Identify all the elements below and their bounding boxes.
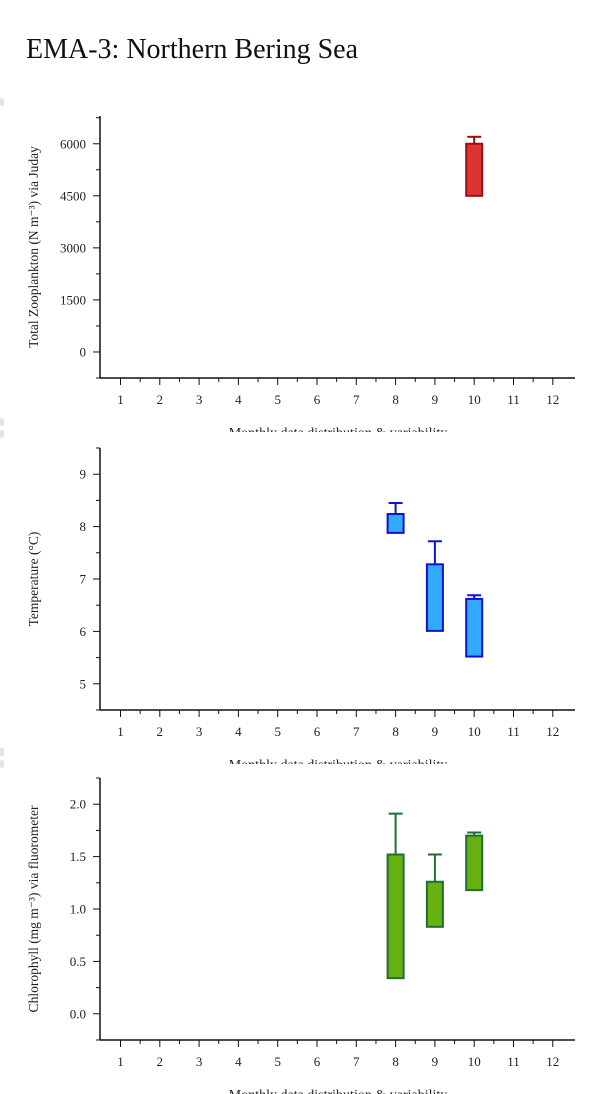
side-marker <box>0 418 4 426</box>
y-tick-label: 0 <box>80 344 87 359</box>
x-tick-label: 10 <box>468 1054 481 1069</box>
x-tick-label: 8 <box>392 1054 399 1069</box>
x-axis-title: Monthly data distribution & variability <box>229 1088 448 1094</box>
x-tick-label: 8 <box>392 392 399 407</box>
box-month-8 <box>386 853 405 980</box>
x-tick-label: 6 <box>314 392 321 407</box>
y-tick-label: 1.0 <box>70 902 86 917</box>
y-tick-label: 0.5 <box>70 954 86 969</box>
x-tick-label: 11 <box>507 724 520 739</box>
box-month-9 <box>425 563 444 632</box>
chlorophyll-chart: 0.00.51.01.52.0123456789101112Monthly da… <box>0 762 600 1094</box>
x-tick-label: 4 <box>235 1054 242 1069</box>
x-tick-label: 10 <box>468 724 481 739</box>
box-month-9 <box>425 880 444 928</box>
y-axis-title: Temperature (°C) <box>26 532 41 627</box>
x-tick-label: 12 <box>546 1054 559 1069</box>
x-tick-label: 1 <box>117 724 124 739</box>
y-axis-title: Total Zooplankton (N m⁻³) via Juday <box>26 146 41 348</box>
x-tick-label: 8 <box>392 724 399 739</box>
box-month-10 <box>465 597 484 658</box>
zooplankton-chart: 01500300045006000123456789101112Monthly … <box>0 100 600 432</box>
box-month-8 <box>386 513 405 534</box>
x-tick-label: 3 <box>196 392 203 407</box>
x-tick-label: 12 <box>546 392 559 407</box>
y-tick-label: 0.0 <box>70 1006 86 1021</box>
x-tick-label: 4 <box>235 724 242 739</box>
chart-svg: 01500300045006000123456789101112Monthly … <box>26 116 575 432</box>
y-tick-label: 6 <box>80 624 87 639</box>
side-marker <box>0 430 4 438</box>
side-marker <box>0 748 4 756</box>
x-tick-label: 11 <box>507 392 520 407</box>
x-tick-label: 7 <box>353 392 360 407</box>
x-tick-label: 10 <box>468 392 481 407</box>
x-tick-label: 4 <box>235 392 242 407</box>
chart-svg: 0.00.51.01.52.0123456789101112Monthly da… <box>26 777 575 1094</box>
temperature-chart: 56789123456789101112Monthly data distrib… <box>0 432 600 764</box>
x-tick-label: 5 <box>274 724 281 739</box>
y-tick-label: 2.0 <box>70 797 86 812</box>
x-tick-label: 9 <box>432 1054 439 1069</box>
x-tick-label: 6 <box>314 1054 321 1069</box>
box-month-10 <box>465 834 484 892</box>
side-marker <box>0 98 4 106</box>
x-tick-label: 12 <box>546 724 559 739</box>
x-tick-label: 5 <box>274 1054 281 1069</box>
y-axis-title: Chlorophyll (mg m⁻³) via fluorometer <box>26 805 41 1012</box>
y-tick-label: 7 <box>80 572 87 587</box>
x-tick-label: 6 <box>314 724 321 739</box>
x-tick-label: 9 <box>432 724 439 739</box>
page-title: EMA-3: Northern Bering Sea <box>26 34 359 65</box>
x-tick-label: 2 <box>157 724 164 739</box>
x-tick-label: 11 <box>507 1054 520 1069</box>
y-tick-label: 3000 <box>60 240 86 255</box>
y-tick-label: 8 <box>80 519 87 534</box>
x-tick-label: 2 <box>157 1054 164 1069</box>
x-tick-label: 3 <box>196 1054 203 1069</box>
x-axis-title: Monthly data distribution & variability <box>229 426 448 432</box>
x-axis-title: Monthly data distribution & variability <box>229 758 448 764</box>
x-tick-label: 3 <box>196 724 203 739</box>
x-tick-label: 1 <box>117 392 124 407</box>
x-tick-label: 1 <box>117 1054 124 1069</box>
x-tick-label: 9 <box>432 392 439 407</box>
x-tick-label: 7 <box>353 724 360 739</box>
x-tick-label: 2 <box>157 392 164 407</box>
box-month-10 <box>465 142 484 197</box>
y-tick-label: 1.5 <box>70 849 86 864</box>
chart-svg: 56789123456789101112Monthly data distrib… <box>26 447 575 764</box>
side-marker <box>0 760 4 768</box>
y-tick-label: 4500 <box>60 188 86 203</box>
y-tick-label: 6000 <box>60 136 86 151</box>
x-tick-label: 5 <box>274 392 281 407</box>
y-tick-label: 5 <box>80 676 87 691</box>
y-tick-label: 9 <box>80 467 87 482</box>
x-tick-label: 7 <box>353 1054 360 1069</box>
y-tick-label: 1500 <box>60 292 86 307</box>
